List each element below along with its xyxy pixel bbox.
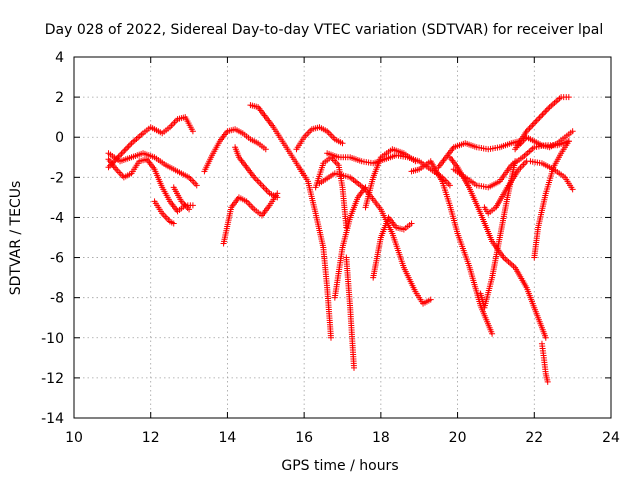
series-arc-22 bbox=[450, 138, 572, 191]
data-point bbox=[351, 364, 358, 371]
data-point bbox=[535, 116, 542, 123]
series-arc-11 bbox=[297, 166, 334, 341]
data-point bbox=[189, 202, 196, 209]
data-point bbox=[427, 296, 434, 303]
data-point bbox=[446, 182, 453, 189]
data-point bbox=[569, 186, 576, 193]
y-tick-label: -4 bbox=[50, 210, 64, 226]
series-arc-16 bbox=[316, 170, 434, 307]
data-point bbox=[121, 147, 128, 154]
data-point bbox=[527, 123, 534, 130]
data-point bbox=[565, 138, 572, 145]
data-point bbox=[542, 334, 549, 341]
data-point bbox=[186, 206, 193, 213]
data-point bbox=[122, 146, 129, 153]
x-tick-label: 24 bbox=[602, 430, 620, 446]
data-point bbox=[327, 334, 334, 341]
data-point bbox=[118, 150, 125, 157]
series-arc-01 bbox=[105, 114, 196, 171]
series-arc-12 bbox=[312, 154, 350, 231]
x-tick-label: 18 bbox=[372, 430, 390, 446]
data-point bbox=[540, 110, 547, 117]
series-arc-08 bbox=[232, 144, 281, 201]
data-point bbox=[193, 182, 200, 189]
y-tick-label: -6 bbox=[50, 251, 64, 267]
data-point bbox=[533, 117, 540, 124]
x-tick-label: 12 bbox=[142, 430, 160, 446]
y-tick-labels: -14 -12 -10 -8 -6 -4 -2 0 2 4 bbox=[41, 50, 64, 427]
data-point bbox=[125, 143, 132, 150]
grid bbox=[73, 56, 612, 419]
series-arc-06 bbox=[201, 126, 269, 175]
x-tick-label: 22 bbox=[525, 430, 543, 446]
data-point bbox=[512, 158, 519, 165]
x-tick-labels: 10 12 14 16 18 20 22 24 bbox=[65, 430, 620, 446]
series-arc-21 bbox=[446, 154, 549, 341]
series-arc-02 bbox=[105, 150, 200, 189]
series-arc-29 bbox=[538, 340, 551, 385]
axis-ticks bbox=[73, 56, 612, 419]
series-arc-20 bbox=[435, 138, 522, 171]
y-tick-label: -2 bbox=[50, 170, 64, 186]
series-arc-10 bbox=[293, 124, 346, 153]
series-arc-07 bbox=[220, 190, 281, 247]
data-point bbox=[127, 141, 134, 148]
series-arc-24 bbox=[481, 158, 530, 217]
x-tick-label: 16 bbox=[295, 430, 313, 446]
data-point bbox=[526, 125, 533, 132]
x-tick-label: 20 bbox=[449, 430, 467, 446]
y-tick-label: 4 bbox=[55, 50, 64, 66]
x-tick-label: 10 bbox=[65, 430, 83, 446]
chart-title: Day 028 of 2022, Sidereal Day-to-day VTE… bbox=[45, 22, 603, 38]
data-point bbox=[545, 105, 552, 112]
data-point bbox=[539, 111, 546, 118]
data-point bbox=[565, 94, 572, 101]
series-arc-26 bbox=[515, 128, 576, 151]
series-arc-23 bbox=[477, 158, 519, 311]
series-arc-04 bbox=[151, 198, 177, 227]
data-point bbox=[124, 144, 131, 151]
data-point bbox=[569, 128, 576, 135]
y-tick-label: -14 bbox=[41, 411, 64, 427]
series-arc-27 bbox=[527, 158, 576, 193]
data-point bbox=[339, 140, 346, 147]
data-point bbox=[412, 158, 419, 165]
series-arc-28 bbox=[531, 138, 572, 261]
y-tick-label: -12 bbox=[41, 371, 64, 387]
x-axis-title: GPS time / hours bbox=[281, 458, 398, 474]
series-arc-13 bbox=[343, 254, 358, 371]
y-axis-title: SDTVAR / TECUs bbox=[8, 181, 24, 296]
y-tick-label: -8 bbox=[50, 291, 64, 307]
data-point bbox=[119, 149, 126, 156]
data-point bbox=[537, 113, 544, 120]
data-point bbox=[529, 122, 536, 129]
data-point bbox=[408, 220, 415, 227]
y-tick-label: 0 bbox=[55, 130, 64, 146]
series-arc-05 bbox=[170, 184, 193, 213]
data-point bbox=[542, 108, 549, 115]
y-tick-label: 2 bbox=[55, 90, 64, 106]
data-series bbox=[105, 94, 576, 385]
data-point bbox=[536, 114, 543, 121]
data-point bbox=[544, 378, 551, 385]
series-arc-18 bbox=[370, 214, 415, 281]
data-point bbox=[274, 194, 281, 201]
series-arc-17 bbox=[362, 146, 419, 211]
y-tick-label: -10 bbox=[41, 331, 64, 347]
series-arc-03 bbox=[105, 156, 196, 215]
data-point bbox=[262, 146, 269, 153]
series-arc-14 bbox=[331, 184, 369, 301]
data-point bbox=[170, 220, 177, 227]
series-arc-19 bbox=[408, 158, 496, 337]
data-point bbox=[532, 119, 539, 126]
data-point bbox=[543, 107, 550, 114]
data-point bbox=[530, 120, 537, 127]
plot-frame bbox=[73, 56, 612, 419]
data-point bbox=[189, 128, 196, 135]
x-tick-label: 14 bbox=[219, 430, 237, 446]
data-point bbox=[489, 330, 496, 337]
